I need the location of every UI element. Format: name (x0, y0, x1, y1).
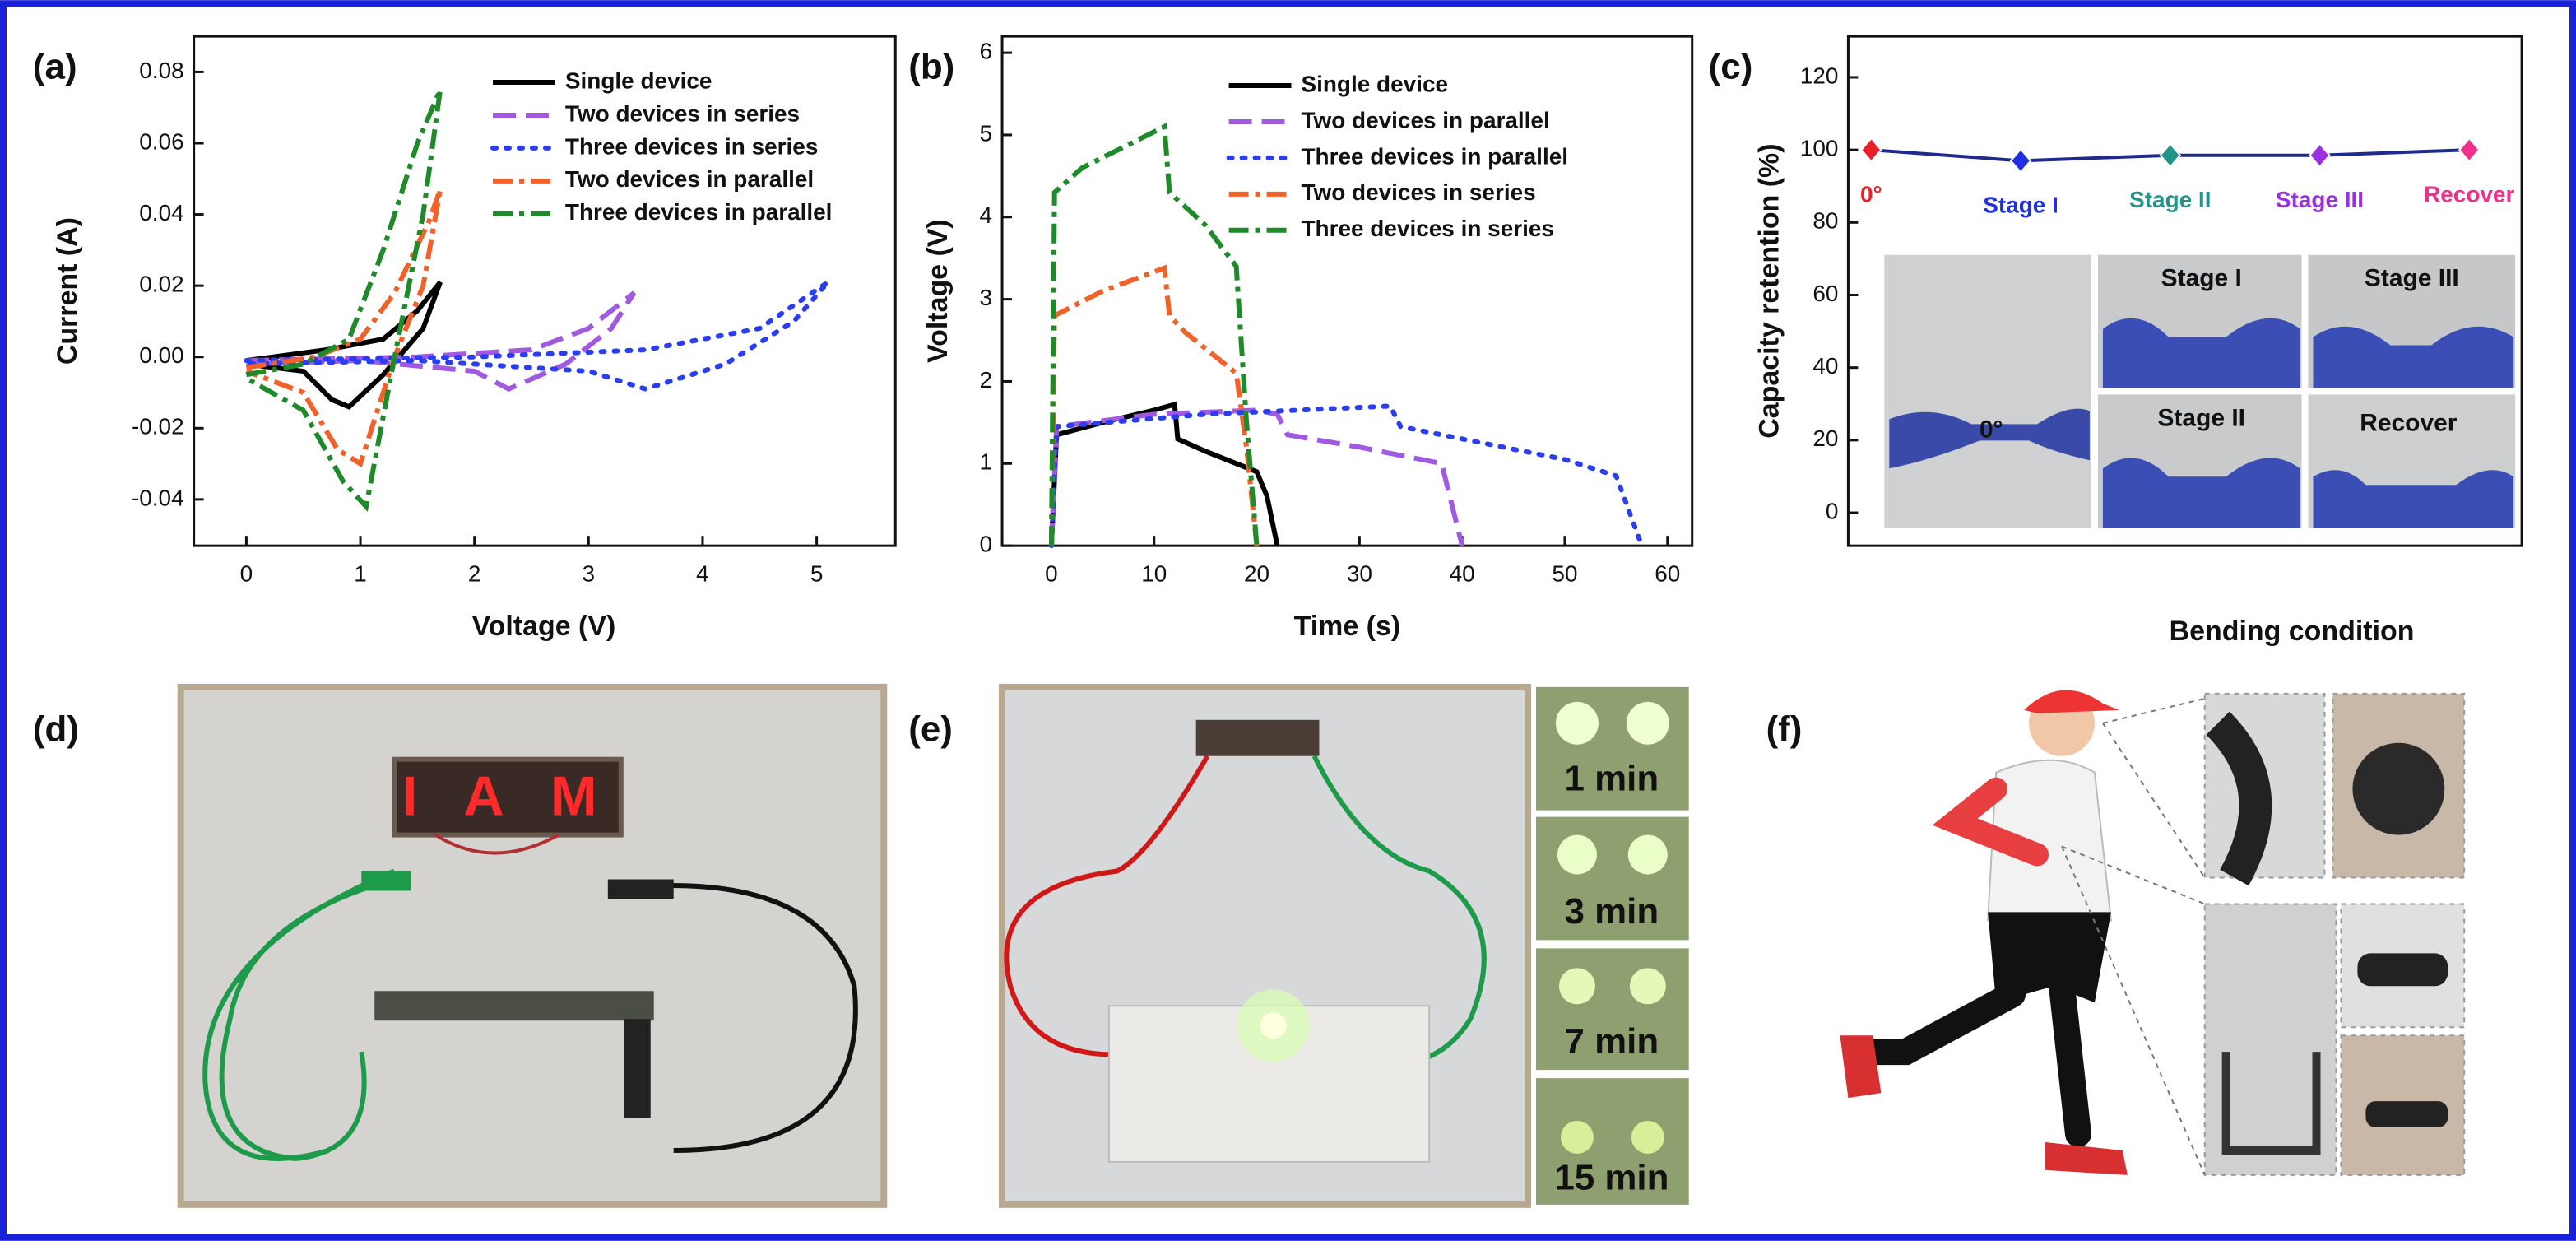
y-tick-label: -0.02 (132, 414, 184, 439)
y-tick-label: 5 (980, 120, 993, 146)
y-tick-label: 80 (1812, 208, 1838, 234)
y-tick-label: 1 (980, 449, 993, 475)
point (2159, 142, 2182, 169)
y-tick-label: 0 (1826, 498, 1839, 523)
y-tick-label: 120 (1800, 63, 1839, 88)
x-tick-label: 20 (1244, 560, 1269, 586)
x-tick-label: 60 (1655, 560, 1680, 586)
series-line (1048, 123, 1260, 546)
category-label: Stage I (1983, 193, 2058, 218)
series-line (244, 280, 830, 392)
legend-label: Two devices in parallel (1301, 107, 1549, 132)
x-tick-label: 2 (468, 560, 481, 586)
panel-label: (f) (1766, 709, 1803, 749)
point (2309, 142, 2331, 169)
panel-label: (c) (1709, 47, 1753, 87)
legend-label: Two devices in series (1301, 179, 1535, 205)
photo-label: 1 min (1565, 758, 1659, 798)
y-tick-label: 4 (980, 202, 993, 228)
y-tick-label: 0.00 (139, 342, 183, 368)
point (2458, 137, 2481, 163)
plot-frame (1846, 35, 2523, 547)
category-label: 0° (1860, 181, 1882, 207)
x-tick-label: 0 (240, 560, 253, 586)
x-tick-label: 5 (810, 560, 824, 586)
legend-label: Two devices in series (565, 100, 800, 126)
series-line (246, 290, 637, 392)
panel-label: (a) (33, 47, 77, 87)
legend-label: Single device (1301, 71, 1448, 96)
y-tick-label: 20 (1812, 425, 1838, 451)
legend-label: Single device (565, 67, 712, 93)
photo-label: Stage II (2157, 404, 2244, 431)
x-tick-label: 4 (696, 560, 709, 586)
runner-illustration (1840, 690, 2466, 1176)
y-tick-label: 100 (1800, 136, 1839, 161)
category-label: Stage II (2129, 187, 2211, 212)
photo-label: 15 min (1554, 1158, 1669, 1198)
photo-label: 0° (1980, 416, 2003, 443)
series-line (246, 280, 443, 410)
legend-label: Three devices in series (1301, 216, 1554, 241)
legend-label: Three devices in series (565, 133, 819, 159)
panel-label: (b) (908, 47, 954, 87)
y-tick-label: 6 (980, 38, 993, 63)
point (2009, 147, 2032, 174)
photo-label: Stage I (2161, 265, 2242, 292)
x-tick-label: 30 (1347, 560, 1372, 586)
led-text: I A M (402, 766, 614, 828)
series-line (1048, 403, 1645, 549)
series-line (1048, 264, 1260, 546)
legend-label: Three devices in parallel (1301, 143, 1568, 169)
x-tick-label: 50 (1552, 560, 1577, 586)
plot-frame (193, 35, 897, 547)
photo-d (177, 683, 888, 1208)
point (1860, 137, 1882, 163)
y-tick-label: 2 (980, 367, 993, 393)
x-axis-label: Bending condition (2170, 616, 2415, 647)
x-tick-label: 40 (1450, 560, 1475, 586)
y-tick-label: -0.04 (132, 485, 184, 510)
photo-label: Stage III (2365, 265, 2459, 292)
category-label: Stage III (2276, 187, 2364, 212)
y-tick-label: 0.04 (139, 200, 183, 225)
y-tick-label: 0.02 (139, 272, 183, 297)
x-tick-label: 3 (583, 560, 596, 586)
bending-photos (1884, 254, 2516, 528)
x-tick-label: 0 (1045, 560, 1058, 586)
x-tick-label: 10 (1141, 560, 1167, 586)
photo-label: 7 min (1565, 1021, 1659, 1062)
category-label: Recover (2424, 181, 2514, 207)
x-tick-label: 1 (354, 560, 367, 586)
series-line (244, 88, 443, 512)
y-tick-label: 0 (980, 532, 993, 557)
y-tick-label: 0.08 (139, 58, 183, 83)
plot-frame (1000, 35, 1694, 547)
panel-label: (d) (33, 709, 79, 749)
panel-label: (e) (908, 709, 953, 749)
x-axis-label: Time (s) (1294, 611, 1401, 642)
y-axis-label: Current (A) (52, 217, 83, 365)
legend-label: Two devices in parallel (565, 166, 814, 192)
y-axis-label: Voltage (V) (922, 219, 954, 363)
photo-label: Recover (2360, 409, 2458, 436)
y-tick-label: 40 (1812, 353, 1838, 379)
series-line (245, 188, 443, 468)
legend-label: Three devices in parallel (565, 199, 833, 225)
y-tick-label: 60 (1812, 281, 1838, 306)
y-tick-label: 3 (980, 285, 993, 310)
y-axis-label: Capacity retention (%) (1754, 143, 1785, 438)
photo-e (999, 683, 1689, 1208)
series-line (1048, 401, 1280, 546)
photo-label: 3 min (1565, 891, 1659, 932)
x-axis-label: Voltage (V) (472, 611, 616, 642)
series-line (1048, 407, 1465, 546)
y-tick-label: 0.06 (139, 128, 183, 154)
